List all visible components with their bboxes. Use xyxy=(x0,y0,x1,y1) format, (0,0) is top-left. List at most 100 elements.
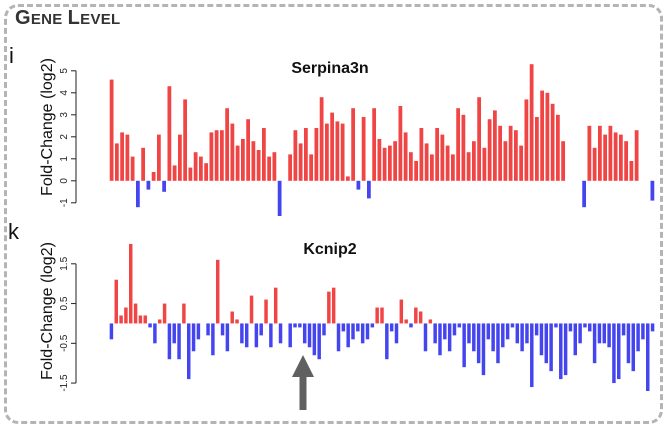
bar xyxy=(246,119,251,181)
bar xyxy=(505,323,510,340)
bar xyxy=(394,323,399,344)
bar xyxy=(366,180,371,199)
bar xyxy=(151,172,156,181)
bar xyxy=(476,323,481,364)
section-title-word-1-initial: G xyxy=(15,7,31,29)
y-axis-serpina3n: -1 0 1 2 3 4 5 xyxy=(59,68,77,207)
bar xyxy=(278,323,283,344)
bar xyxy=(109,79,114,181)
bar xyxy=(319,97,324,181)
bar xyxy=(156,134,161,181)
bar xyxy=(545,92,550,181)
bar xyxy=(148,323,152,328)
bar xyxy=(445,145,450,181)
bar xyxy=(345,176,350,181)
bar xyxy=(340,123,345,181)
bar xyxy=(525,323,529,344)
bar xyxy=(256,150,261,181)
bar xyxy=(486,323,491,340)
bar xyxy=(162,180,167,192)
bar xyxy=(314,128,319,181)
section-title-word-2-initial: L xyxy=(67,7,81,29)
bar xyxy=(438,323,442,356)
bar xyxy=(129,243,133,324)
bar xyxy=(158,319,162,324)
bar xyxy=(520,323,524,352)
bar xyxy=(317,323,321,360)
bar xyxy=(183,99,188,181)
bar xyxy=(624,141,629,181)
bar xyxy=(267,156,272,181)
bar xyxy=(409,323,413,328)
bar xyxy=(496,323,500,364)
bar xyxy=(302,323,307,344)
bar xyxy=(389,323,394,332)
bar xyxy=(515,323,520,344)
bar xyxy=(404,319,408,324)
y-tick-label: -1.5 xyxy=(59,374,70,392)
bar xyxy=(510,323,515,328)
bar xyxy=(617,323,621,380)
bar xyxy=(341,323,346,332)
bar xyxy=(414,161,419,181)
bar xyxy=(230,311,234,324)
bar xyxy=(240,323,244,344)
y-tick-label: 4 xyxy=(59,90,70,96)
bar xyxy=(618,134,623,181)
bar xyxy=(109,323,114,340)
bar xyxy=(191,323,196,352)
bar xyxy=(130,156,135,181)
bar xyxy=(563,323,568,376)
bar xyxy=(377,139,382,181)
bar xyxy=(631,323,635,372)
bar xyxy=(440,134,445,181)
bar xyxy=(351,108,356,181)
bar xyxy=(269,323,273,348)
bar xyxy=(467,323,471,344)
y-tick-label: -1 xyxy=(59,198,70,207)
section-title-word-1-rest: ENE xyxy=(30,11,63,28)
bar xyxy=(293,130,298,181)
bar xyxy=(443,323,447,340)
bar xyxy=(288,323,292,348)
bar xyxy=(370,323,375,328)
bar xyxy=(277,180,282,216)
bar xyxy=(597,125,602,181)
panel-letter-i: i xyxy=(9,43,14,68)
y-tick-label: -0.5 xyxy=(59,334,70,352)
bar xyxy=(211,323,215,356)
bar xyxy=(636,323,640,352)
chart-panel-kcnip2: k Kcnip2 Fold-Change (log2) -1.5 -0.5 0.5 1… xyxy=(8,219,655,392)
bar xyxy=(303,128,308,181)
bar xyxy=(587,125,592,181)
y-tick-label: 1 xyxy=(59,156,70,162)
bar xyxy=(568,323,573,332)
bar xyxy=(457,323,462,328)
bar xyxy=(372,108,377,181)
bar xyxy=(498,125,503,181)
bar xyxy=(273,287,278,324)
bar xyxy=(272,152,277,181)
bar xyxy=(588,323,592,332)
bar xyxy=(626,323,631,364)
bar xyxy=(641,323,645,340)
bar xyxy=(167,323,172,360)
bar xyxy=(153,323,157,344)
bar xyxy=(120,132,125,181)
bar xyxy=(186,323,191,380)
y-axis-kcnip2: -1.5 -0.5 0.5 1.5 xyxy=(59,256,77,392)
bar xyxy=(309,154,314,181)
bar xyxy=(398,106,403,181)
bar xyxy=(435,128,440,181)
bar xyxy=(114,279,118,324)
bar xyxy=(244,323,249,348)
bar xyxy=(408,152,413,181)
bar xyxy=(519,145,524,181)
y-axis-label-top: Fold-Change (log2) xyxy=(39,58,56,196)
bar xyxy=(555,114,560,181)
bar xyxy=(559,323,563,380)
bar xyxy=(621,323,626,336)
bar xyxy=(472,323,476,352)
bar xyxy=(634,130,639,181)
bar xyxy=(330,112,335,181)
